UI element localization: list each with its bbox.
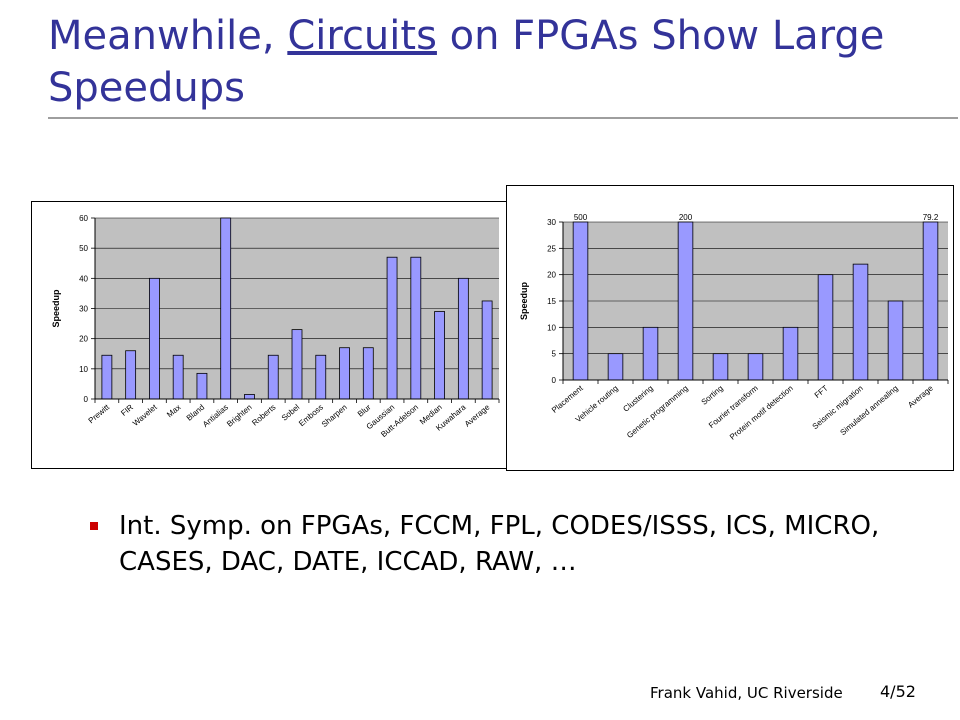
x-tick-label: Simulated annealing — [838, 384, 899, 437]
y-tick-label: 60 — [79, 214, 88, 223]
bar — [267, 354, 279, 400]
data-label: 200 — [679, 213, 693, 222]
bar — [712, 353, 729, 381]
x-tick-label: FFT — [813, 384, 830, 400]
y-tick-label: 30 — [79, 305, 88, 314]
bar — [887, 300, 904, 381]
data-label: 79.2 — [923, 213, 939, 222]
bar — [362, 347, 374, 400]
bar — [220, 217, 232, 400]
y-tick-label: 15 — [547, 297, 556, 306]
bar — [172, 354, 184, 400]
bar — [434, 311, 445, 400]
bullet-square-icon — [90, 522, 98, 530]
bar — [481, 300, 493, 400]
bar — [315, 354, 327, 400]
data-label: 500 — [574, 213, 588, 222]
bar — [782, 326, 799, 381]
y-tick-label: 10 — [79, 365, 88, 374]
x-tick-label: Protein motif detection — [728, 384, 795, 442]
x-tick-label: Prewitt — [87, 402, 112, 425]
bar — [125, 350, 137, 400]
footer-author: Frank Vahid, UC Riverside — [650, 684, 843, 702]
y-tick-label: 20 — [79, 335, 88, 344]
title-divider — [48, 117, 958, 119]
speedup-chart-right: 0 5 10 15 20 25 30 Placement 500 Vehicle routing C… — [506, 185, 954, 471]
bar — [386, 256, 398, 400]
slide-title: Meanwhile, Circuits on FPGAs Show Large … — [48, 10, 928, 114]
x-tick-label: FIR — [119, 402, 135, 417]
x-tick-label: Sorting — [700, 384, 725, 407]
page-number: 4/52 — [880, 682, 916, 701]
y-axis-label: Speedup — [51, 289, 61, 328]
bar — [196, 372, 208, 400]
y-tick-label: 0 — [552, 376, 557, 385]
x-tick-label: Sharpen — [320, 403, 349, 429]
x-tick-label: Placement — [550, 383, 585, 415]
x-tick-label: Max — [165, 403, 182, 420]
bullet-item-conferences: Int. Symp. on FPGAs, FCCM, FPL, CODES/IS… — [119, 511, 880, 577]
bar — [677, 221, 694, 381]
y-tick-label: 30 — [547, 218, 556, 227]
bar — [817, 274, 834, 381]
y-axis-label: Speedup — [519, 282, 529, 321]
title-link-circuits[interactable]: Circuits — [287, 13, 437, 59]
x-tick-label: Brighten — [225, 403, 254, 429]
bar — [747, 353, 764, 381]
x-tick-label: Antialias — [201, 403, 230, 429]
bar — [101, 354, 113, 400]
y-tick-label: 40 — [79, 274, 88, 283]
y-tick-label: 10 — [547, 323, 556, 332]
y-tick-label: 20 — [547, 271, 556, 280]
y-tick-label: 25 — [547, 244, 556, 253]
y-tick-label: 50 — [79, 244, 88, 253]
bar — [244, 394, 255, 400]
speedup-chart-left: 0 10 20 30 40 50 60 Prewitt FIR Wavelet Max Bland An… — [31, 201, 507, 469]
x-tick-label: Roberts — [250, 403, 277, 428]
bar — [607, 353, 624, 381]
title-part-2: on FPGAs Show Large Speedups — [48, 13, 885, 111]
x-tick-label: Average — [906, 383, 935, 409]
bar — [642, 326, 659, 381]
bar — [410, 256, 422, 400]
bar — [922, 221, 939, 381]
bar — [149, 277, 160, 400]
bar — [339, 347, 350, 400]
x-tick-label: Blur — [356, 402, 373, 418]
x-tick-label: Wavelet — [131, 402, 159, 428]
bar — [457, 277, 469, 400]
x-tick-label: Average — [463, 402, 492, 428]
x-tick-label: Clustering — [621, 384, 654, 414]
y-tick-label: 0 — [84, 395, 89, 404]
bar — [291, 329, 303, 400]
title-part-1: Meanwhile, — [48, 13, 288, 59]
x-tick-label: Genetic programming — [625, 384, 690, 440]
y-tick-label: 5 — [552, 350, 557, 359]
bar — [852, 263, 869, 381]
bar — [572, 221, 589, 381]
